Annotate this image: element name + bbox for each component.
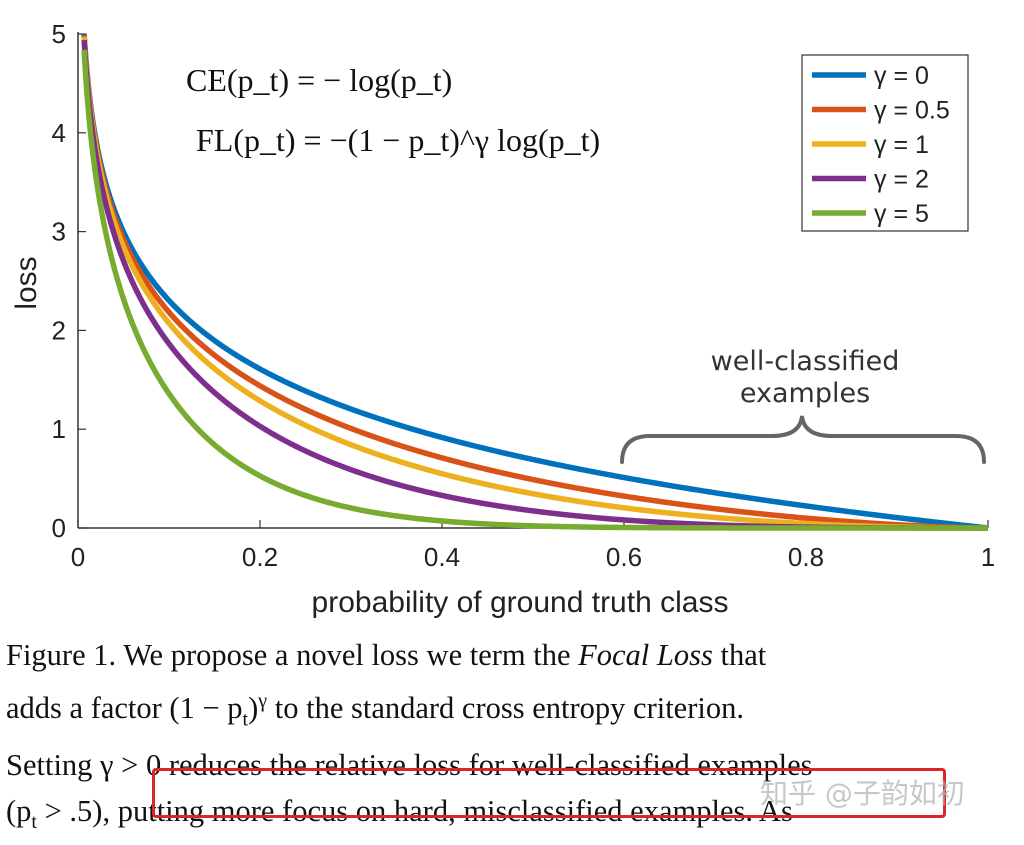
- legend: γ = 0 γ = 0.5 γ = 1 γ = 2 γ = 5: [812, 62, 950, 228]
- legend-entry: γ = 5: [874, 200, 929, 228]
- series-line-gamma-0: [81, 33, 990, 531]
- x-tick-label: 1: [981, 542, 995, 572]
- focal-loss-chart: 0 0.2 0.4 0.6 0.8 1 0 1 2 3 4 5 probability of gro…: [10, 19, 995, 619]
- caption-text: adds a factor (1 − p: [6, 691, 243, 726]
- watermark: 知乎 @子韵如初: [760, 777, 965, 810]
- caption-line-2: adds a factor (1 − pt)γ to the standard …: [6, 678, 996, 742]
- x-tick-label: 0.8: [788, 542, 824, 572]
- curly-brace: [620, 415, 986, 464]
- legend-entry: γ = 1: [874, 131, 929, 159]
- caption-focal-loss-term: Focal Loss: [578, 638, 713, 672]
- caption-text: that: [712, 638, 767, 672]
- caption-line-3: Setting γ > 0 reduces the relative loss …: [6, 748, 813, 783]
- y-tick-label: 5: [52, 19, 66, 49]
- y-tick-label: 2: [52, 315, 66, 345]
- figure-caption: Figure 1. We propose a novel loss we ter…: [6, 632, 996, 845]
- caption-line-1: Figure 1. We propose a novel loss we ter…: [6, 632, 996, 678]
- caption-text: (p: [6, 794, 32, 829]
- caption-text: Figure 1. We propose a novel loss we ter…: [6, 638, 579, 672]
- x-tick-label: 0.6: [606, 542, 642, 572]
- caption-subscript: t: [31, 811, 37, 834]
- x-ticks: 0 0.2 0.4 0.6 0.8 1: [71, 520, 995, 572]
- y-tick-label: 3: [52, 217, 66, 247]
- series-curves: [81, 33, 990, 531]
- caption-subscript: t: [242, 708, 249, 731]
- legend-entry: γ = 0: [874, 62, 929, 90]
- ce-equation: CE(p_t) = − log(p_t): [186, 62, 452, 98]
- caption-text: to the standard cross entropy criterion.: [267, 691, 744, 726]
- annotation-line-2: examples: [740, 378, 870, 409]
- x-tick-label: 0.4: [424, 542, 460, 572]
- y-axis-label: loss: [10, 256, 43, 309]
- annotation-line-1: well-classified: [711, 346, 900, 377]
- caption-superscript: γ: [258, 690, 268, 712]
- highlight-box: [152, 768, 946, 818]
- caption-text: ): [248, 691, 259, 726]
- x-axis-label: probability of ground truth class: [312, 586, 729, 619]
- legend-entry: γ = 0.5: [874, 97, 950, 125]
- series-line-gamma-5: [81, 49, 990, 531]
- y-ticks: 0 1 2 3 4 5: [52, 19, 86, 543]
- y-tick-label: 4: [52, 118, 66, 148]
- y-tick-label: 1: [52, 414, 66, 444]
- series-line-gamma-0-5: [81, 34, 990, 531]
- x-tick-label: 0: [71, 542, 85, 572]
- caption-line-4: (pt > .5), putting more focus on hard, m…: [6, 788, 996, 845]
- x-tick-label: 0.2: [242, 542, 278, 572]
- caption-text: > .5), putting more focus on hard, miscl…: [36, 794, 793, 829]
- legend-entry: γ = 2: [874, 166, 929, 194]
- y-tick-label: 0: [52, 513, 66, 543]
- fl-equation: FL(p_t) = −(1 − p_t)^γ log(p_t): [196, 122, 600, 158]
